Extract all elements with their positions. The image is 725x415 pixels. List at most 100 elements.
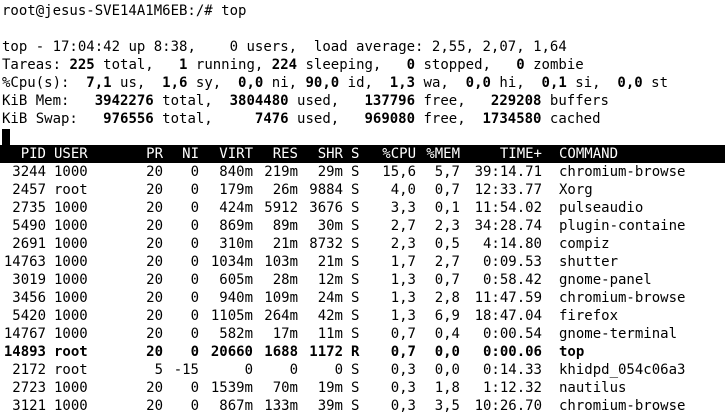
swap-total-label: total, (153, 111, 255, 127)
cell-virt: 1105m (210, 308, 253, 324)
column-header-command: COMMAND (559, 146, 619, 162)
cell-virt: 179m (219, 182, 253, 198)
cell-shr: 11m (317, 326, 343, 342)
cpu-st-label: st (642, 75, 669, 91)
cell-pr: 20 (146, 182, 163, 198)
cell-virt: 869m (219, 218, 253, 234)
load-average-value: 2,55, 2,07, 1,64 (431, 39, 567, 55)
cell-command: nautilus (559, 380, 627, 396)
cpu-sy: 1,6 (162, 75, 188, 91)
cell-virt: 310m (219, 236, 253, 252)
summary-tasks-line: Tareas: 225 total, 1 running, 224 sleepi… (2, 56, 584, 74)
cell-mem: 0,0 (434, 362, 460, 378)
cell-pr: 5 (154, 362, 163, 378)
cell-shr: 39m (317, 398, 343, 414)
swap-free: 969080 (364, 111, 416, 127)
column-header-shr: SHR (317, 146, 343, 162)
cell-user: 1000 (54, 308, 88, 324)
cell-pid: 2172 (12, 362, 46, 378)
cell-mem: 0,4 (434, 326, 460, 342)
column-header-user: USER (54, 146, 88, 162)
cell-pr: 20 (146, 218, 163, 234)
cell-mem: 0,0 (434, 344, 460, 360)
cell-pr: 20 (146, 344, 163, 360)
cpu-si: 0,1 (541, 75, 567, 91)
cell-user: 1000 (54, 164, 88, 180)
cell-res: 70m (272, 380, 298, 396)
cell-ni: 0 (190, 398, 199, 414)
cell-virt: 20660 (210, 344, 253, 360)
mem-free: 137796 (364, 93, 416, 109)
cell-time: 11:47.59 (474, 290, 542, 306)
cell-ni: 0 (190, 290, 199, 306)
mem-free-label: free, (415, 93, 491, 109)
swap-free-label: free, (415, 111, 483, 127)
summary-mem-line: KiB Mem: 3942276 total, 3804480 used, 13… (2, 92, 609, 110)
cpu-st: 0,0 (617, 75, 643, 91)
cell-shr: 8732 (309, 236, 343, 252)
cell-virt: 605m (219, 272, 253, 288)
cell-user: 1000 (54, 254, 88, 270)
tasks-stopped: 0 (406, 57, 416, 73)
cell-command: compiz (559, 236, 610, 252)
column-header-cpu: %CPU (382, 146, 416, 162)
cell-mem: 0,7 (434, 272, 460, 288)
cpu-ni-label: ni, (263, 75, 306, 91)
cpu-us-label: us, (111, 75, 163, 91)
cell-command: Xorg (559, 182, 593, 198)
tasks-zombie: 0 (516, 57, 525, 73)
up-label: up (120, 39, 154, 55)
cell-time: 0:09.53 (482, 254, 542, 270)
cell-pid: 3244 (12, 164, 46, 180)
mem-total-label: total, (153, 93, 230, 109)
cell-res: 1688 (264, 344, 298, 360)
cell-res: 28m (272, 272, 298, 288)
cell-user: 1000 (54, 218, 88, 234)
cpu-wa-label: wa, (415, 75, 466, 91)
cell-pid: 3019 (12, 272, 46, 288)
cell-time: 0:14.33 (482, 362, 542, 378)
cell-mem: 2,7 (434, 254, 460, 270)
cpu-hi-label: hi, (490, 75, 542, 91)
cell-state: S (351, 380, 360, 396)
cell-cpu: 2,3 (390, 236, 416, 252)
cell-pid: 5420 (12, 308, 46, 324)
cell-user: root (54, 362, 88, 378)
cell-mem: 6,9 (434, 308, 460, 324)
cell-shr: 3676 (309, 200, 343, 216)
cell-user: 1000 (54, 290, 88, 306)
column-header-mem: %MEM (426, 146, 460, 162)
cell-ni: 0 (190, 182, 199, 198)
cpu-ni: 0,0 (238, 75, 264, 91)
cell-res: 17m (272, 326, 298, 342)
mem-used-label: used, (288, 93, 365, 109)
cell-pid: 5490 (12, 218, 46, 234)
swap-total: 976556 (103, 111, 154, 127)
cell-res: 26m (272, 182, 298, 198)
swap-used: 7476 (254, 111, 289, 127)
cell-res: 133m (264, 398, 298, 414)
cell-command: pulseaudio (559, 200, 644, 216)
users-value: 0 (229, 39, 239, 55)
cell-ni: 0 (190, 236, 199, 252)
cell-ni: -15 (173, 362, 199, 378)
cell-command: shutter (559, 254, 619, 270)
cell-res: 5912 (264, 200, 298, 216)
mem-total: 3942276 (94, 93, 154, 109)
cell-shr: 21m (317, 254, 343, 270)
cell-pr: 20 (146, 398, 163, 414)
cell-pr: 20 (146, 236, 163, 252)
cell-state: S (351, 182, 360, 198)
column-header-virt: VIRT (219, 146, 253, 162)
cell-time: 0:58.42 (482, 272, 542, 288)
users-label: users, load average: (238, 39, 432, 55)
column-header-res: RES (272, 146, 298, 162)
cell-shr: 0 (334, 362, 343, 378)
cell-ni: 0 (190, 200, 199, 216)
cell-shr: 24m (317, 290, 343, 306)
tasks-label: Tareas: (2, 57, 70, 73)
summary-swap-line: KiB Swap: 976556 total, 7476 used, 96908… (2, 110, 601, 128)
uptime-value: 8:38 (153, 39, 188, 55)
process-table-header (0, 145, 725, 163)
cell-state: S (351, 308, 360, 324)
